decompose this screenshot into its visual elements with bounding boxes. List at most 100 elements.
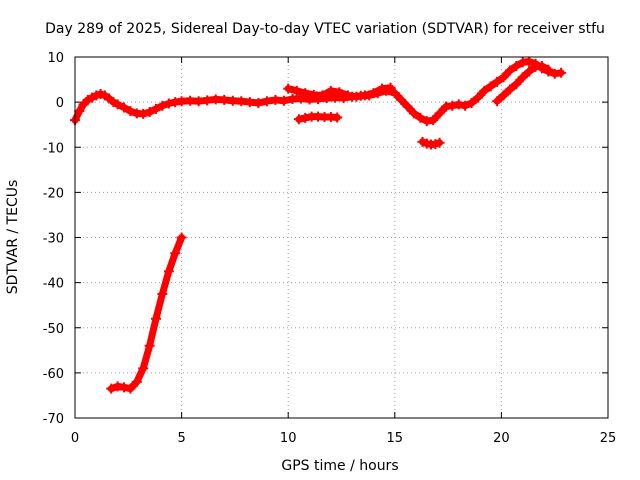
- data-point: [517, 72, 528, 83]
- data-point: [261, 96, 272, 107]
- data-point: [434, 137, 445, 148]
- data-point: [112, 99, 123, 110]
- y-tick-label: -40: [43, 277, 64, 292]
- data-point: [453, 99, 464, 110]
- data-point: [151, 103, 162, 114]
- data-point: [74, 106, 85, 117]
- data-point: [325, 85, 336, 96]
- data-point: [511, 79, 522, 90]
- data-point: [270, 94, 281, 105]
- x-tick-label: 0: [71, 431, 79, 446]
- data-point: [219, 94, 230, 105]
- y-tick-label: -60: [43, 367, 64, 382]
- data-point: [157, 100, 168, 111]
- series-late-branch: [492, 61, 554, 107]
- data-point: [170, 248, 181, 259]
- data-point: [472, 92, 483, 103]
- data-point: [498, 72, 509, 83]
- data-point: [176, 232, 187, 243]
- data-point: [157, 288, 168, 299]
- chart-title: Day 289 of 2025, Sidereal Day-to-day VTE…: [45, 21, 605, 37]
- y-tick-label: 0: [56, 96, 64, 111]
- data-point: [244, 97, 255, 108]
- data-point: [176, 96, 187, 107]
- data-point: [151, 313, 162, 324]
- data-point: [389, 88, 400, 99]
- data-point: [131, 376, 142, 387]
- data-point: [125, 106, 136, 117]
- data-point: [317, 90, 328, 101]
- data-point: [479, 85, 490, 96]
- data-point: [351, 91, 362, 102]
- data-point: [504, 65, 515, 76]
- series-upper-branch: [283, 82, 396, 102]
- data-point: [163, 266, 174, 277]
- data-point: [253, 98, 264, 109]
- data-point: [492, 76, 503, 87]
- data-point: [396, 94, 407, 105]
- data-point: [334, 87, 345, 98]
- data-point: [368, 88, 379, 99]
- data-point: [492, 96, 503, 107]
- data-point: [119, 382, 130, 393]
- data-point: [511, 61, 522, 72]
- x-tick-label: 20: [493, 431, 510, 446]
- data-point: [144, 340, 155, 351]
- data-point: [524, 56, 535, 67]
- data-point: [385, 82, 396, 93]
- data-point: [278, 95, 289, 106]
- data-point: [163, 98, 174, 109]
- series-descent: [106, 232, 187, 394]
- data-point: [332, 112, 343, 123]
- y-axis-label: SDTVAR / TECUs: [5, 180, 21, 295]
- y-tick-label: 10: [47, 51, 64, 66]
- data-point: [536, 61, 547, 72]
- data-point: [428, 115, 439, 126]
- data-point: [498, 90, 509, 101]
- x-tick-label: 25: [600, 431, 617, 446]
- data-point: [236, 96, 247, 107]
- data-point: [415, 112, 426, 123]
- data-point: [504, 84, 515, 95]
- data-point: [125, 383, 136, 394]
- data-point: [466, 98, 477, 109]
- data-point: [308, 89, 319, 100]
- y-tick-label: -50: [43, 322, 64, 337]
- data-point: [300, 88, 311, 99]
- data-point: [202, 95, 213, 106]
- x-tick-label: 10: [280, 431, 297, 446]
- data-points: [70, 56, 567, 394]
- data-point: [287, 93, 298, 104]
- data-point: [144, 107, 155, 118]
- series-low-segment-16-17: [417, 136, 445, 150]
- data-point: [524, 66, 535, 77]
- axis-ticks: 0 5 10 15 20 25 10 0 -10 -20 -30 -40 -50 -60 -70: [43, 51, 617, 446]
- data-point: [300, 112, 311, 123]
- data-point: [377, 83, 388, 94]
- data-point: [408, 108, 419, 119]
- data-point: [556, 67, 567, 78]
- data-point: [210, 94, 221, 105]
- data-point: [402, 101, 413, 112]
- data-point: [185, 95, 196, 106]
- data-point: [543, 64, 554, 75]
- y-tick-label: -10: [43, 141, 64, 156]
- data-point: [447, 100, 458, 111]
- x-tick-label: 15: [387, 431, 404, 446]
- data-point: [106, 383, 117, 394]
- data-point: [293, 114, 304, 125]
- data-point: [359, 90, 370, 101]
- data-point: [283, 83, 294, 94]
- y-tick-label: -30: [43, 232, 64, 247]
- data-point: [138, 108, 149, 119]
- data-point: [227, 95, 238, 106]
- y-tick-label: -20: [43, 186, 64, 201]
- y-tick-label: -70: [43, 412, 64, 427]
- data-point: [460, 100, 471, 111]
- data-point: [342, 90, 353, 101]
- data-point: [434, 108, 445, 119]
- data-point: [138, 363, 149, 374]
- x-axis-label: GPS time / hours: [281, 458, 398, 474]
